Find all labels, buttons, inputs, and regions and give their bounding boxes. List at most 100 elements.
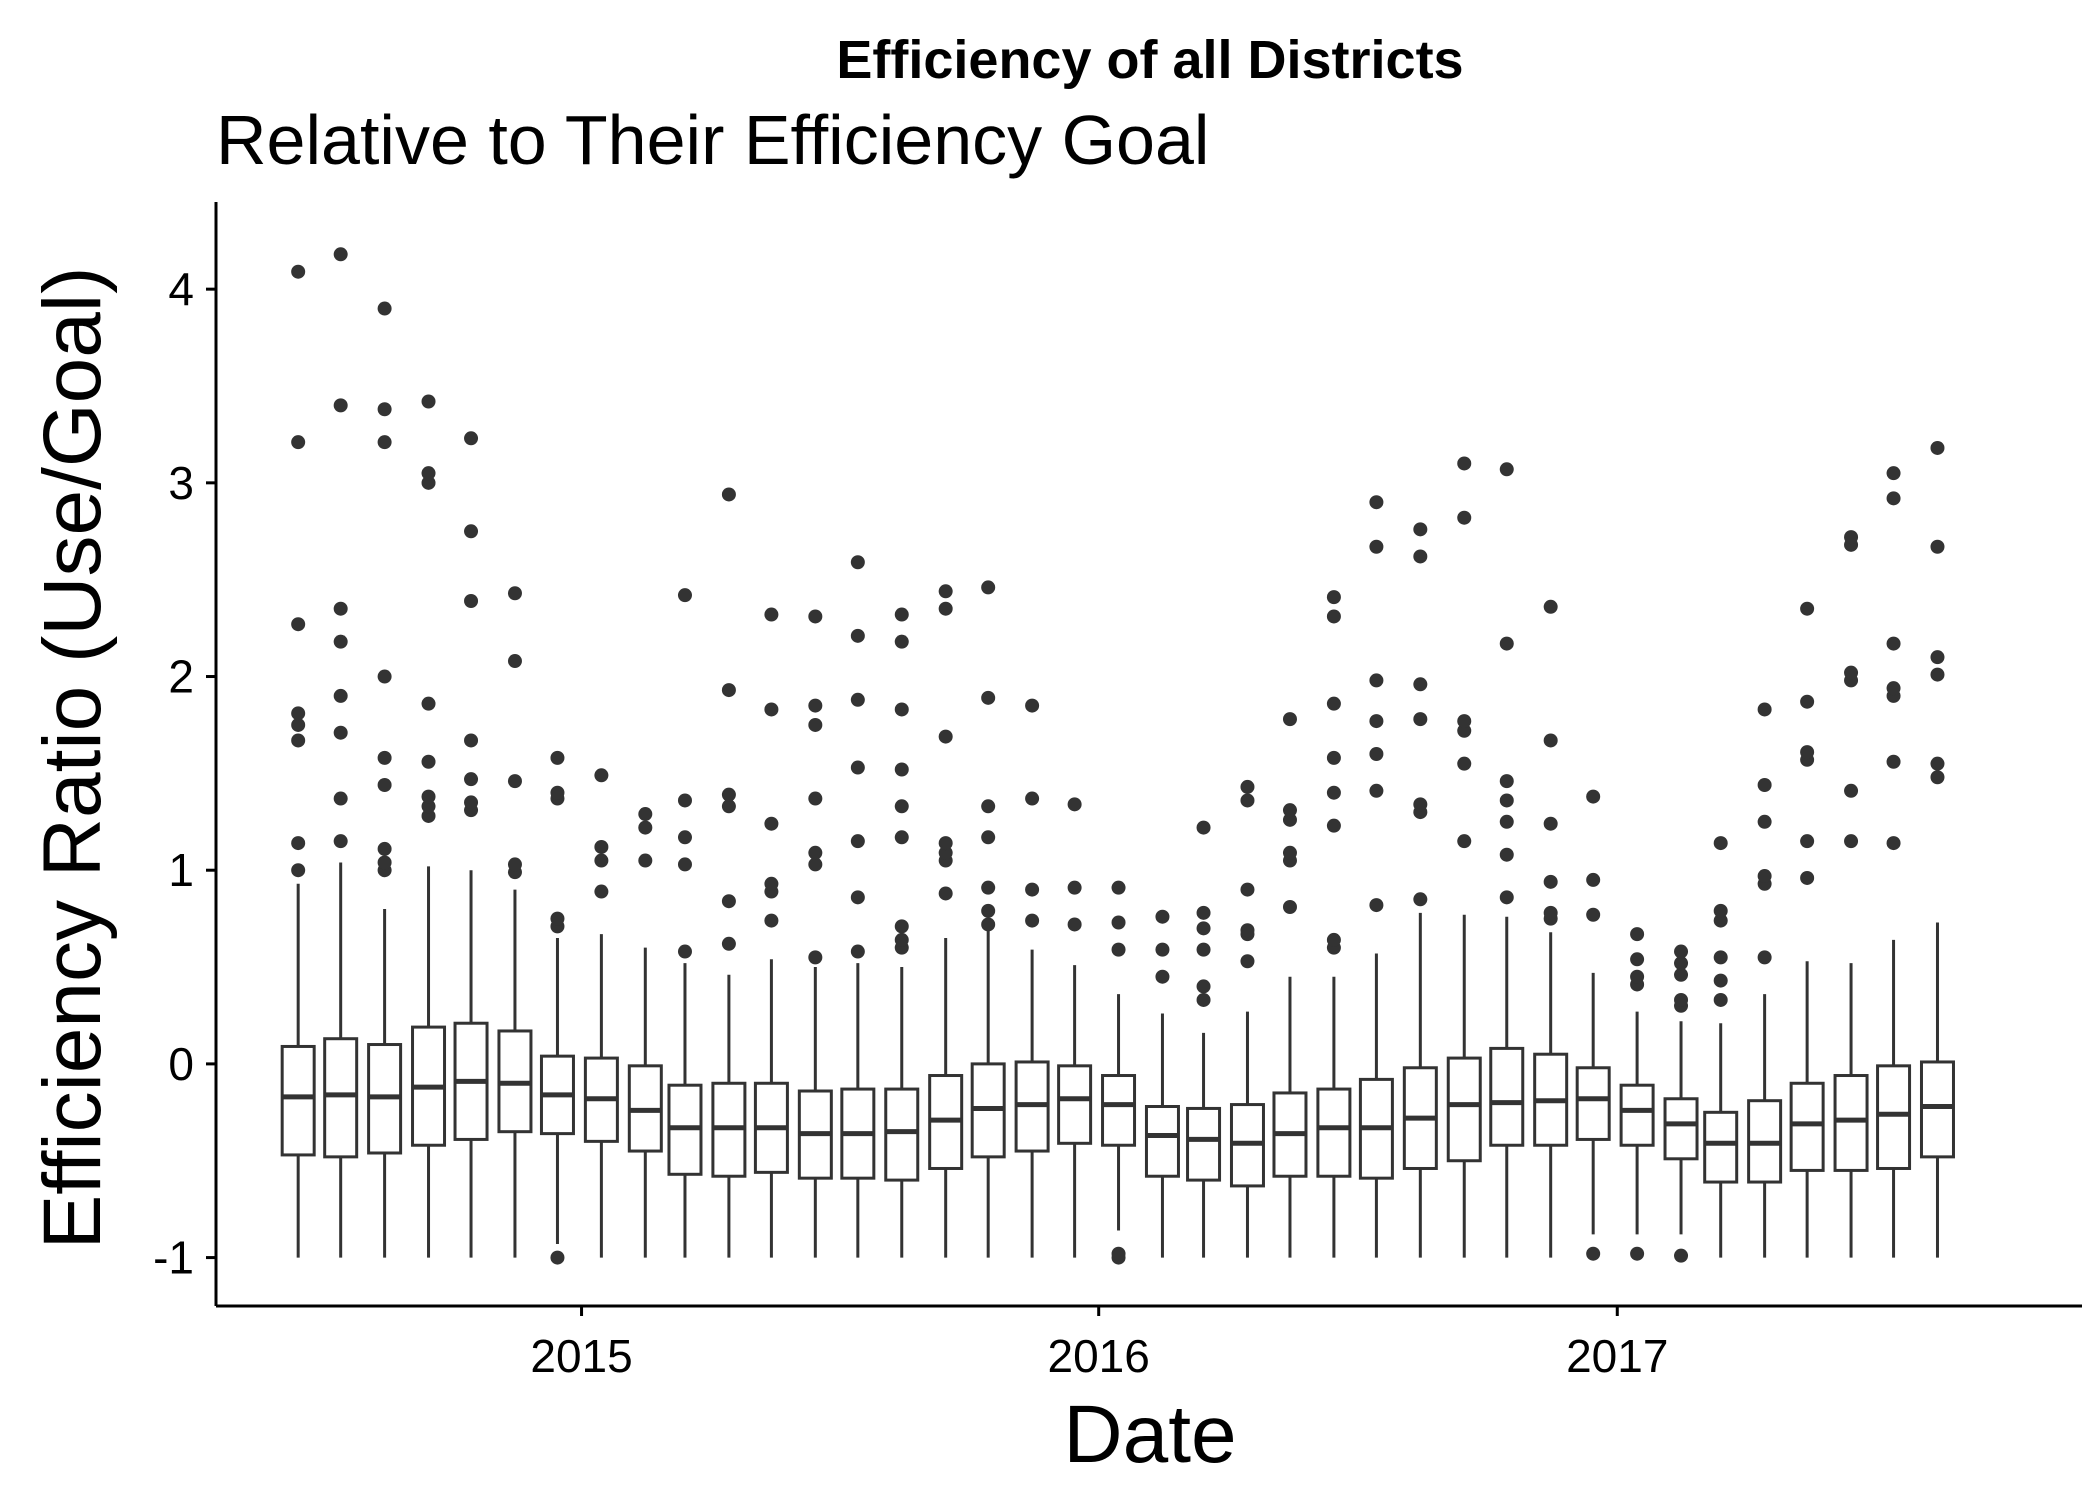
outlier-point: [333, 688, 348, 703]
outlier-point: [550, 911, 565, 926]
outlier-point: [1240, 923, 1255, 938]
chart-subtitle: Relative to Their Efficiency Goal: [216, 101, 1209, 179]
outlier-point: [1757, 702, 1772, 717]
outlier-point: [1930, 667, 1945, 682]
outlier-point: [550, 750, 565, 765]
outlier-point: [377, 750, 392, 765]
outlier-point: [677, 588, 692, 603]
chart-title: Efficiency of all Districts: [836, 30, 1463, 90]
outlier-point: [638, 820, 653, 835]
outlier-point: [550, 1250, 565, 1265]
iqr-box: [1057, 1064, 1093, 1145]
outlier-point: [291, 836, 306, 851]
outlier-point: [721, 894, 736, 909]
outlier-point: [1155, 909, 1170, 924]
outlier-point: [1025, 882, 1040, 897]
x-tick-label: 2017: [1566, 1330, 1668, 1382]
box-22: [1229, 779, 1265, 1258]
iqr-box: [1489, 1046, 1525, 1147]
outlier-point: [1196, 942, 1211, 957]
box-11: [753, 607, 789, 1258]
box-14: [884, 607, 920, 1258]
outlier-point: [1930, 756, 1945, 771]
outlier-point: [1282, 712, 1297, 727]
outlier-point: [1844, 783, 1859, 798]
outlier-point: [1713, 836, 1728, 851]
outlier-point: [1674, 1248, 1689, 1263]
outlier-point: [1240, 954, 1255, 969]
outlier-point: [894, 932, 909, 947]
box-0: [280, 264, 316, 1258]
outlier-point: [938, 584, 953, 599]
box-38: [1919, 440, 1955, 1258]
outlier-point: [1543, 905, 1558, 920]
outlier-point: [1369, 673, 1384, 688]
outlier-point: [377, 669, 392, 684]
outlier-point: [850, 890, 865, 905]
box-6: [539, 750, 575, 1265]
outlier-point: [721, 799, 736, 814]
outlier-point: [507, 654, 522, 669]
outlier-point: [1499, 636, 1514, 651]
iqr-box: [1316, 1087, 1352, 1178]
iqr-box: [1789, 1081, 1825, 1172]
outlier-point: [1886, 491, 1901, 506]
outlier-point: [377, 841, 392, 856]
outlier-point: [1457, 756, 1472, 771]
outlier-point: [291, 435, 306, 450]
outlier-point: [333, 247, 348, 262]
outlier-point: [1886, 681, 1901, 696]
outlier-point: [1025, 791, 1040, 806]
outlier-point: [1543, 816, 1558, 831]
outlier-point: [1674, 944, 1689, 959]
outlier-point: [1800, 745, 1815, 760]
outlier-point: [377, 435, 392, 450]
outlier-point: [1499, 774, 1514, 789]
box-21: [1186, 820, 1222, 1258]
outlier-point: [291, 706, 306, 721]
outlier-point: [1757, 814, 1772, 829]
iqr-box: [1663, 1097, 1699, 1161]
outlier-point: [1413, 549, 1428, 564]
outlier-point: [1543, 874, 1558, 889]
outlier-point: [1457, 723, 1472, 738]
outlier-point: [808, 845, 823, 860]
outlier-point: [464, 795, 479, 810]
outlier-point: [1457, 714, 1472, 729]
outlier-point: [1155, 942, 1170, 957]
outlier-point: [1586, 907, 1601, 922]
outlier-point: [421, 466, 436, 481]
outlier-point: [1369, 898, 1384, 913]
x-axis-title: Date: [1063, 1389, 1236, 1480]
outlier-point: [1630, 1246, 1645, 1261]
outlier-point: [808, 791, 823, 806]
box-35: [1789, 601, 1825, 1258]
outlier-point: [1326, 818, 1341, 833]
outlier-point: [894, 762, 909, 777]
outlier-point: [333, 834, 348, 849]
box-2: [367, 301, 403, 1258]
outlier-point: [981, 917, 996, 932]
box-25: [1358, 495, 1394, 1258]
box-13: [840, 555, 876, 1258]
box-31: [1619, 927, 1655, 1261]
outlier-point: [1326, 696, 1341, 711]
outlier-point: [594, 853, 609, 868]
outlier-point: [938, 836, 953, 851]
outlier-point: [721, 936, 736, 951]
outlier-point: [1457, 834, 1472, 849]
iqr-box: [280, 1044, 316, 1157]
outlier-point: [981, 830, 996, 845]
outlier-point: [1713, 973, 1728, 988]
iqr-box: [884, 1087, 920, 1182]
outlier-point: [1800, 870, 1815, 885]
outlier-point: [1800, 601, 1815, 616]
outlier-point: [1499, 814, 1514, 829]
outlier-point: [764, 876, 779, 891]
outlier-point: [1111, 915, 1126, 930]
iqr-box: [1186, 1106, 1222, 1182]
outlier-point: [421, 475, 436, 490]
x-tick-label: 2016: [1048, 1330, 1150, 1382]
outlier-point: [1067, 880, 1082, 895]
outlier-point: [1757, 869, 1772, 884]
